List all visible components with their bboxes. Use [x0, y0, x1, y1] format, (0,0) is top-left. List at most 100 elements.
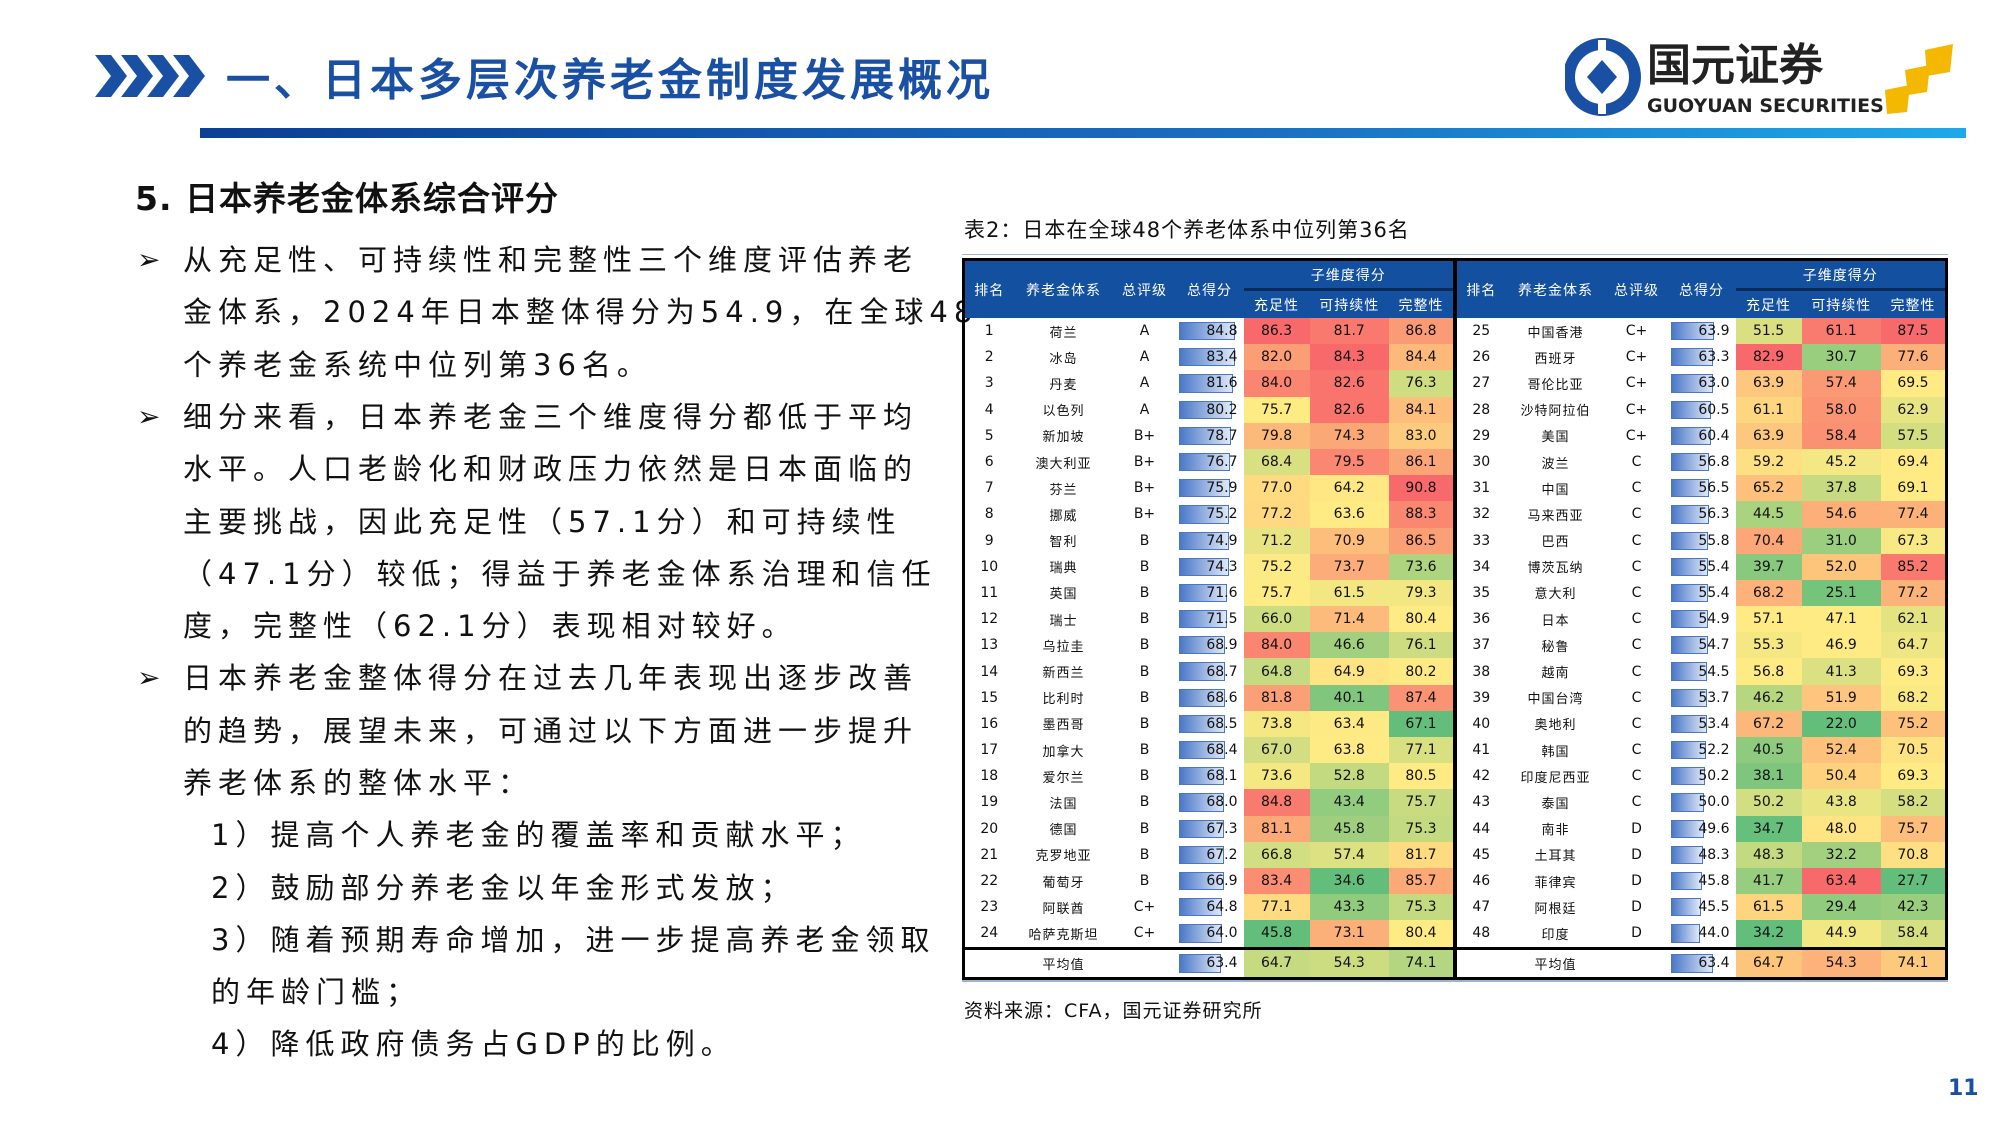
rank-cell: 26	[1472, 349, 1491, 366]
adequacy-cell: 67.0	[1243, 737, 1310, 764]
text-line: 4）降低政府债务占GDP的比例。	[211, 1027, 736, 1061]
adequacy-cell: 57.1	[1735, 606, 1802, 633]
total-score-cell: 64.0	[1175, 920, 1243, 948]
rank-cell: 3	[984, 375, 994, 392]
score-data-bar	[1671, 322, 1714, 341]
score-data-bar	[1671, 557, 1709, 576]
total-score-value: 49.6	[1698, 820, 1730, 837]
grade-cell: B	[1139, 820, 1150, 837]
score-data-bar	[1179, 531, 1229, 550]
adequacy-cell: 48.3	[1735, 841, 1802, 868]
total-score-value: 64.8	[1206, 899, 1238, 916]
ranking-table: 排名 养老金体系 总评级 总得分 子维度得分 充足性 可持续性 完整性 1 荷兰 A 84.8 86.3…	[965, 261, 1453, 977]
integrity-cell: 57.5	[1880, 422, 1945, 449]
table-bottom-divider	[962, 980, 1948, 982]
total-score-value: 76.7	[1206, 454, 1238, 471]
score-data-bar	[1671, 953, 1714, 973]
integrity-cell: 74.1	[1388, 946, 1453, 977]
source-note: 资料来源：CFA，国元证券研究所	[964, 1000, 1263, 1022]
integrity-cell: 87.5	[1880, 318, 1945, 345]
table-row: 31 中国 C 56.5 65.2 37.8 69.1	[1457, 475, 1945, 502]
total-score-cell: 76.7	[1175, 449, 1243, 475]
system-name-cell: 哥伦比亚	[1527, 377, 1584, 393]
total-score-cell: 63.4	[1175, 946, 1244, 977]
adequacy-cell: 63.9	[1735, 370, 1802, 397]
adequacy-cell: 59.2	[1735, 448, 1802, 476]
text-line: （47.1分）较低；得益于养老金体系治理和信任	[183, 557, 937, 591]
adequacy-cell: 84.0	[1243, 632, 1310, 659]
pension-ranking-table: 排名 养老金体系 总评级 总得分 子维度得分 充足性 可持续性 完整性 1 荷兰 A 84.8 86.3…	[962, 258, 1948, 980]
score-data-bar	[1179, 374, 1234, 393]
score-data-bar	[1671, 688, 1707, 707]
table-row: 20 德国 B 67.3 81.1 45.8 75.3	[965, 815, 1453, 842]
system-name-cell: 泰国	[1541, 796, 1570, 812]
score-data-bar	[1671, 714, 1707, 733]
score-data-bar	[1179, 662, 1225, 681]
total-score-cell: 44.0	[1667, 920, 1735, 948]
total-score-cell: 67.2	[1175, 842, 1243, 868]
system-name-cell: 中国台湾	[1527, 692, 1584, 708]
integrity-cell: 85.7	[1388, 867, 1453, 895]
adequacy-cell: 77.0	[1243, 475, 1310, 502]
grade-cell: C	[1631, 715, 1642, 732]
total-score-value: 67.2	[1206, 846, 1238, 863]
adequacy-cell: 64.8	[1243, 658, 1310, 685]
score-data-bar	[1671, 610, 1708, 629]
integrity-cell: 69.3	[1880, 658, 1945, 685]
total-score-value: 63.4	[1206, 955, 1238, 971]
adequacy-cell: 73.8	[1243, 710, 1310, 737]
system-name-cell: 爱尔兰	[1042, 770, 1085, 786]
integrity-cell: 69.1	[1880, 475, 1945, 502]
total-score-value: 52.2	[1698, 742, 1730, 759]
rank-cell: 4	[984, 401, 994, 418]
sustainability-cell: 50.4	[1801, 763, 1881, 790]
total-score-cell: 60.5	[1667, 397, 1735, 423]
system-name-cell: 阿根廷	[1534, 901, 1577, 917]
grade-cell: C	[1631, 584, 1642, 601]
rank-cell: 12	[980, 611, 999, 628]
total-score-value: 74.9	[1206, 532, 1238, 549]
guoyuan-securities-logo: 国元证券 GUOYUAN SECURITIES	[1565, 38, 1953, 117]
system-name-cell: 奥地利	[1534, 718, 1577, 734]
sustainability-cell: 29.4	[1801, 894, 1881, 921]
total-score-value: 68.7	[1206, 663, 1238, 680]
table-row: 25 中国香港 C+ 63.9 51.5 61.1 87.5	[1457, 318, 1945, 345]
total-score-cell: 45.5	[1667, 894, 1735, 920]
grade-cell	[1605, 946, 1668, 977]
sustainability-cell: 63.4	[1801, 867, 1881, 895]
grade-cell: D	[1631, 899, 1642, 916]
adequacy-cell: 66.8	[1243, 841, 1310, 868]
system-name-cell: 瑞典	[1049, 561, 1078, 577]
sustainability-cell: 84.3	[1309, 344, 1389, 371]
sustainability-cell: 46.9	[1801, 632, 1881, 659]
total-score-value: 50.0	[1698, 794, 1730, 811]
integrity-cell: 80.5	[1388, 763, 1453, 790]
adequacy-cell: 86.3	[1243, 318, 1310, 345]
text-line: 养老体系的整体水平：	[183, 766, 534, 800]
total-score-value: 56.5	[1698, 480, 1730, 497]
integrity-cell: 80.2	[1388, 658, 1453, 685]
system-name-cell: 越南	[1541, 666, 1570, 682]
table-row: 16 墨西哥 B 68.5 73.8 63.4 67.1	[965, 710, 1453, 737]
table-row: 30 波兰 C 56.8 59.2 45.2 69.4	[1457, 448, 1945, 476]
grade-cell: B+	[1133, 427, 1156, 444]
system-name-cell: 墨西哥	[1042, 718, 1085, 734]
rank-cell: 11	[980, 584, 999, 601]
integrity-cell: 77.4	[1880, 501, 1945, 528]
total-score-cell: 55.8	[1667, 528, 1735, 554]
adequacy-cell: 65.2	[1735, 475, 1802, 502]
integrity-cell: 84.4	[1388, 344, 1453, 371]
score-data-bar	[1179, 924, 1222, 943]
system-name-cell: 印度	[1541, 927, 1570, 943]
score-data-bar	[1179, 819, 1224, 838]
adequacy-cell: 82.0	[1243, 344, 1310, 371]
score-data-bar	[1179, 714, 1225, 733]
score-data-bar	[1671, 348, 1714, 367]
grade-cell: B	[1139, 794, 1150, 811]
adequacy-cell: 70.4	[1735, 527, 1802, 554]
table-row: 38 越南 C 54.5 56.8 41.3 69.3	[1457, 658, 1945, 685]
total-score-value: 75.9	[1206, 480, 1238, 497]
system-name-cell: 加拿大	[1042, 744, 1085, 760]
table-row: 45 土耳其 D 48.3 48.3 32.2 70.8	[1457, 841, 1945, 868]
total-score-cell: 66.9	[1175, 868, 1243, 894]
